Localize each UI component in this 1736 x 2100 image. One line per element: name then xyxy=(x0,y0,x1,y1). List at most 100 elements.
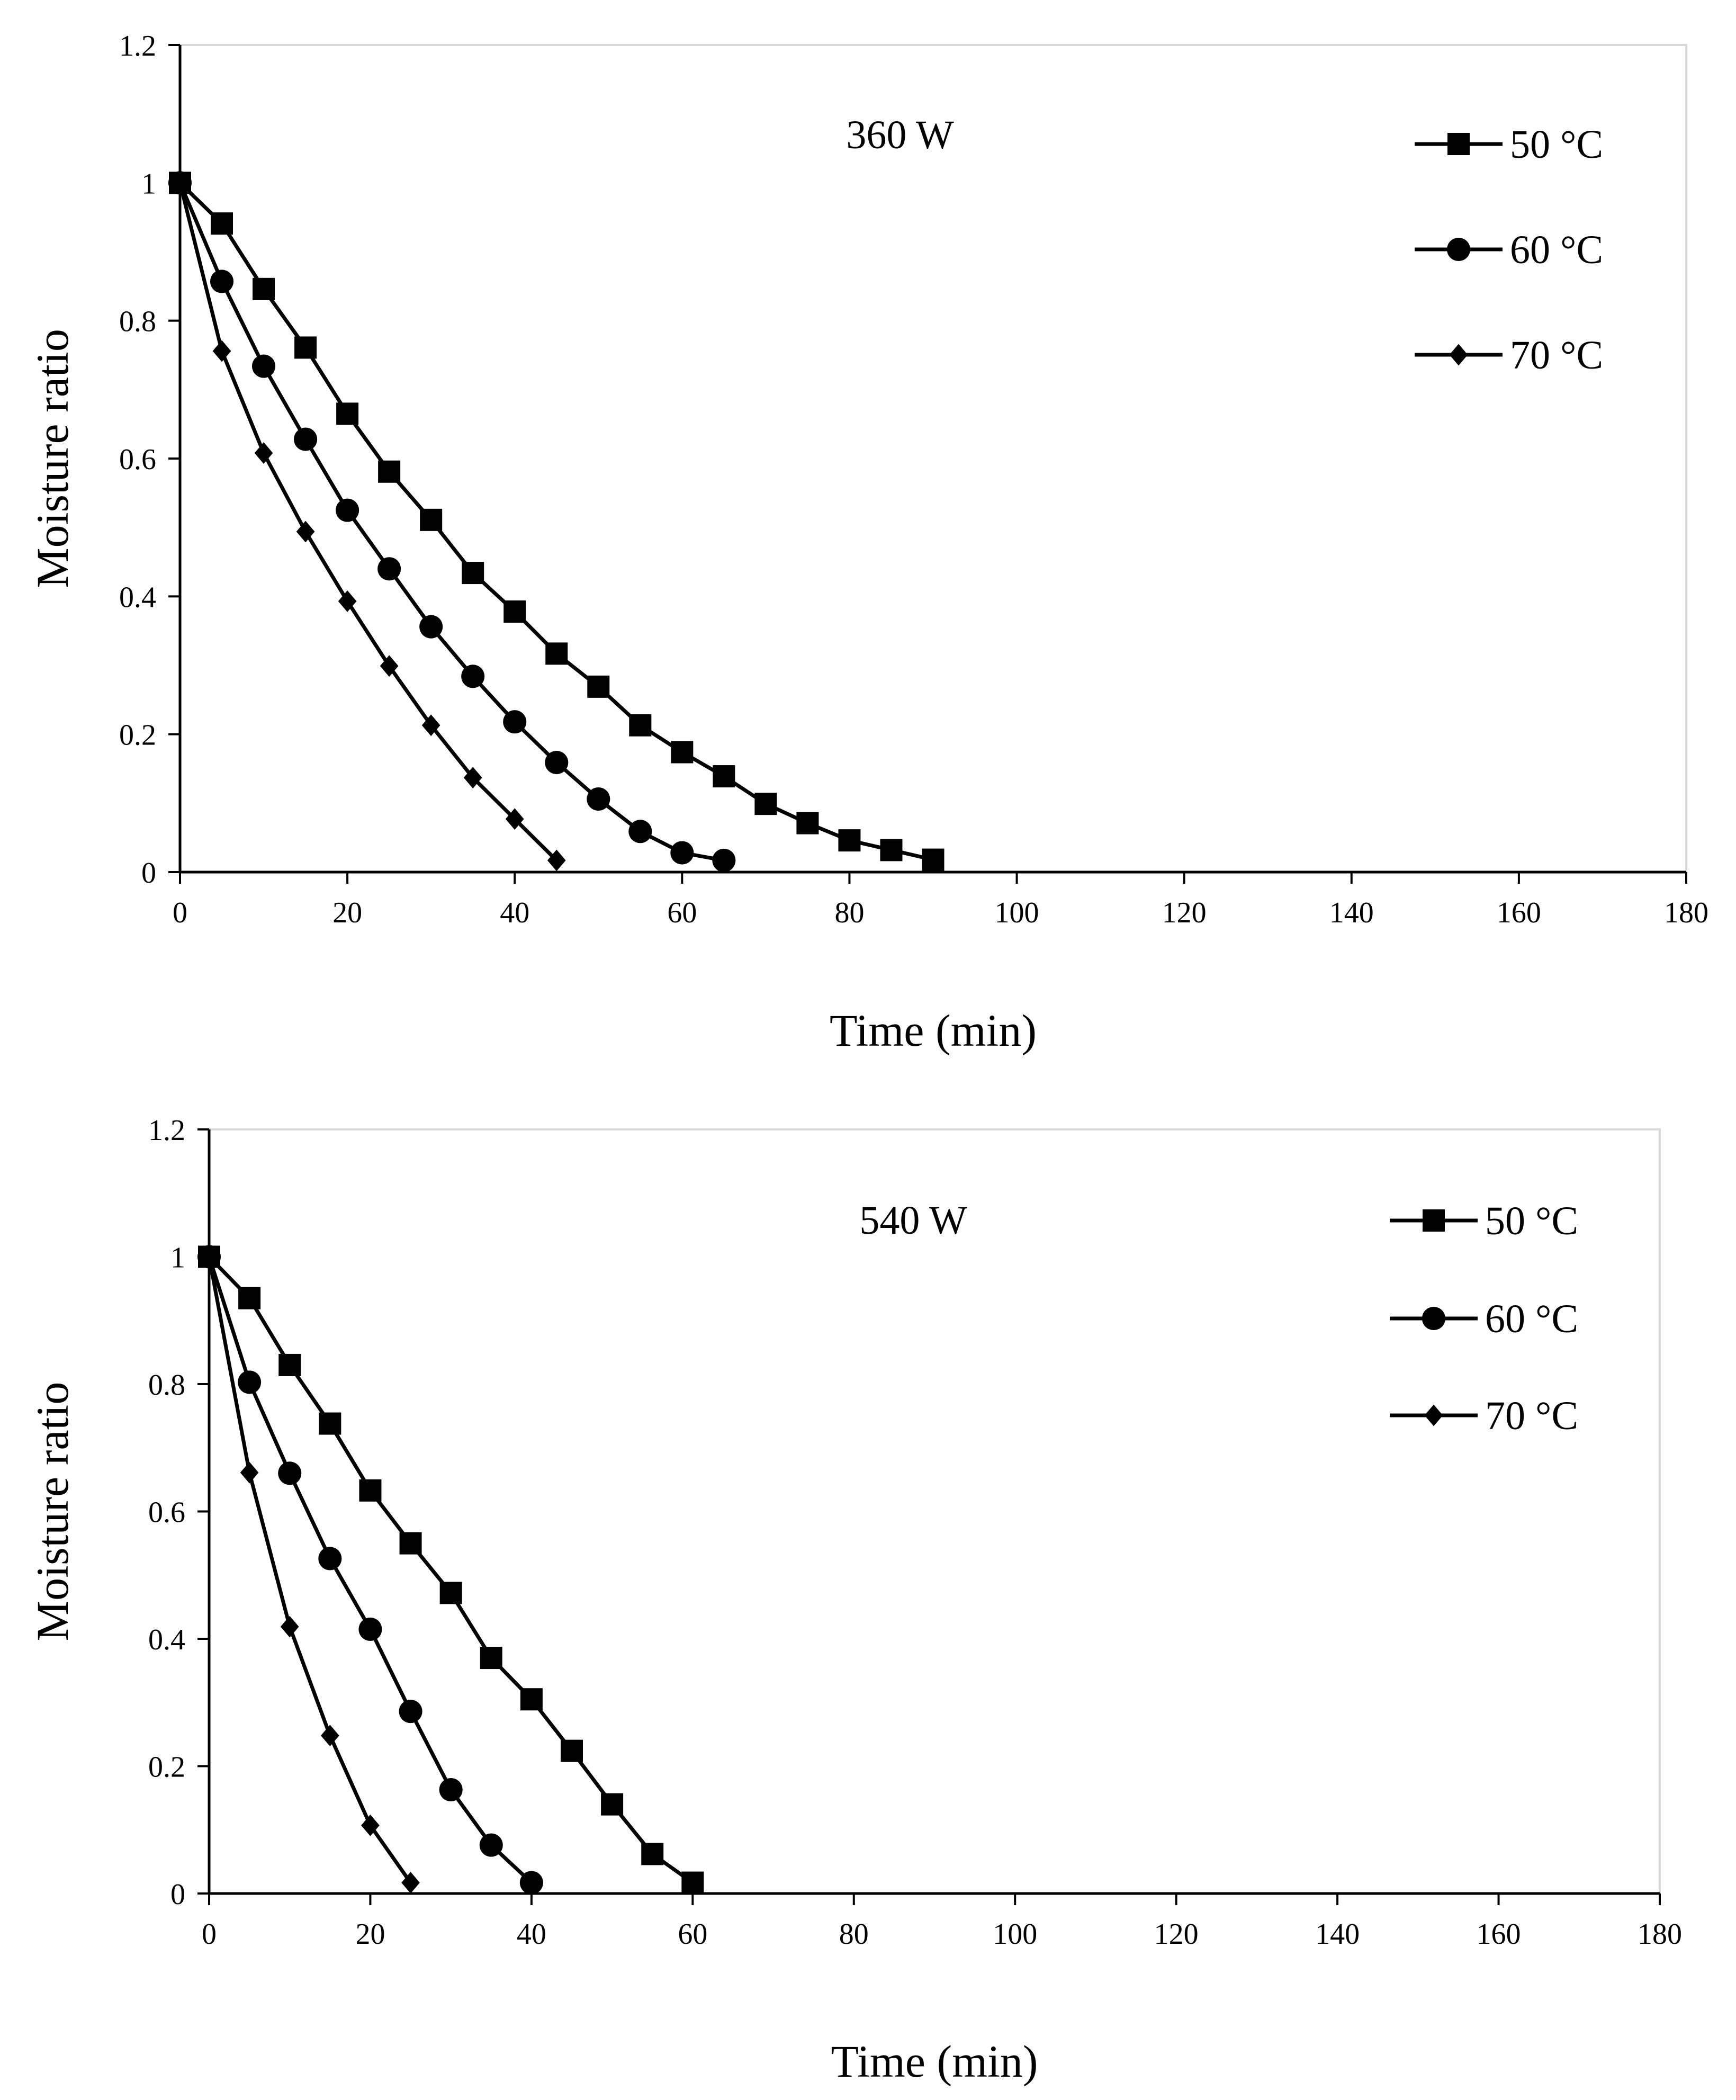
legend-label: 60 °C xyxy=(1510,228,1603,272)
x-axis-title: Time (min) xyxy=(830,1005,1037,1056)
legend: 50 °C 60 °C 70 °C xyxy=(1415,122,1603,378)
legend-marker xyxy=(1422,1306,1446,1331)
data-point xyxy=(796,812,819,834)
series-diamond xyxy=(170,172,566,872)
legend-marker xyxy=(1424,1404,1443,1426)
power-annotation: 540 W xyxy=(859,1198,967,1243)
y-tick-label: 0.6 xyxy=(148,1496,185,1529)
legend-label: 50 °C xyxy=(1485,1199,1578,1243)
data-point xyxy=(253,277,275,300)
data-point xyxy=(463,767,482,789)
data-point xyxy=(280,1616,299,1638)
y-tick-label: 0.2 xyxy=(119,719,156,752)
legend-entry-50c: 50 °C xyxy=(1390,1199,1578,1243)
x-tick-label: 100 xyxy=(993,1918,1037,1951)
data-point xyxy=(479,1833,503,1857)
data-point xyxy=(503,710,527,734)
data-point xyxy=(628,820,652,843)
data-series xyxy=(168,171,945,872)
x-tick-label: 120 xyxy=(1162,896,1207,929)
y-tick-label: 1 xyxy=(170,1242,185,1275)
data-point xyxy=(420,508,443,531)
data-point xyxy=(252,354,276,378)
legend-entry-50c: 50 °C xyxy=(1415,122,1603,167)
data-point xyxy=(399,1532,422,1555)
data-point xyxy=(278,1353,301,1376)
series-circle xyxy=(197,1245,543,1895)
legend-marker xyxy=(1449,344,1468,366)
data-point xyxy=(318,1547,342,1570)
x-tick-label: 60 xyxy=(678,1918,707,1951)
y-axis-title: Moisture ratio xyxy=(27,329,78,588)
legend-marker xyxy=(1446,237,1471,262)
x-tick-label: 0 xyxy=(202,1918,217,1951)
chart-panel-360w: 0 20 40 60 80 100 120 140 160 180 0 0.2 … xyxy=(27,30,1708,1056)
data-point xyxy=(212,340,231,362)
legend-entry-60c: 60 °C xyxy=(1390,1297,1578,1341)
data-point xyxy=(587,675,610,698)
data-point xyxy=(880,839,903,861)
data-point xyxy=(361,1814,380,1836)
y-tick-labels: 0 0.2 0.4 0.6 0.8 1 1.2 xyxy=(119,30,156,890)
y-axis-title: Moisture ratio xyxy=(27,1382,78,1641)
data-point xyxy=(380,655,399,677)
data-point xyxy=(336,402,359,425)
x-tick-label: 180 xyxy=(1638,1918,1682,1951)
data-point xyxy=(296,520,315,543)
data-point xyxy=(439,1778,463,1802)
y-tick-label: 0.4 xyxy=(148,1623,185,1656)
data-point xyxy=(278,1461,302,1485)
data-point xyxy=(211,212,233,235)
data-point xyxy=(601,1793,624,1816)
y-tick-labels: 0 0.2 0.4 0.6 0.8 1 1.2 xyxy=(148,1114,185,1911)
data-point xyxy=(419,615,443,639)
x-tick-label: 60 xyxy=(667,896,697,929)
legend-marker xyxy=(1423,1209,1445,1232)
x-tick-label: 80 xyxy=(839,1918,869,1951)
series-circle xyxy=(168,171,736,872)
x-axis-title: Time (min) xyxy=(831,2036,1038,2087)
data-point xyxy=(336,498,359,522)
legend-entry-60c: 60 °C xyxy=(1415,228,1603,272)
x-tick-label: 140 xyxy=(1315,1918,1360,1951)
data-point xyxy=(358,1617,382,1641)
data-point xyxy=(754,793,777,815)
data-point xyxy=(713,765,735,788)
x-tick-label: 20 xyxy=(355,1918,385,1951)
series-diamond xyxy=(200,1246,420,1893)
data-point xyxy=(641,1843,664,1865)
data-point xyxy=(519,1871,543,1895)
data-point xyxy=(712,848,736,872)
data-point xyxy=(210,270,234,293)
y-tick-label: 1.2 xyxy=(148,1114,185,1147)
data-point xyxy=(547,849,566,872)
data-point xyxy=(461,665,485,688)
x-tick-label: 160 xyxy=(1497,896,1541,929)
x-tick-label: 40 xyxy=(517,1918,546,1951)
y-tick-label: 0.6 xyxy=(119,443,156,476)
data-point xyxy=(670,841,694,865)
legend-label: 60 °C xyxy=(1485,1297,1578,1341)
data-point xyxy=(238,1370,262,1394)
x-tick-labels: 0 20 40 60 80 100 120 140 160 180 xyxy=(202,1918,1682,1951)
data-point xyxy=(503,600,526,623)
data-point xyxy=(629,714,652,737)
data-point xyxy=(462,562,484,585)
data-point xyxy=(240,1461,259,1484)
x-tick-label: 180 xyxy=(1664,896,1708,929)
data-point xyxy=(378,460,401,483)
x-tick-labels: 0 20 40 60 80 100 120 140 160 180 xyxy=(173,896,1708,929)
legend-label: 70 °C xyxy=(1510,333,1603,378)
data-point xyxy=(838,829,861,852)
data-point xyxy=(170,172,190,194)
data-point xyxy=(254,442,273,464)
y-tick-label: 0.8 xyxy=(119,306,156,338)
data-point xyxy=(377,557,401,581)
data-point xyxy=(439,1582,462,1604)
chart-panel-540w: 0 20 40 60 80 100 120 140 160 180 0 0.2 … xyxy=(27,1114,1682,2087)
data-point xyxy=(200,1246,219,1268)
data-point xyxy=(520,1688,543,1711)
data-point xyxy=(922,848,945,871)
